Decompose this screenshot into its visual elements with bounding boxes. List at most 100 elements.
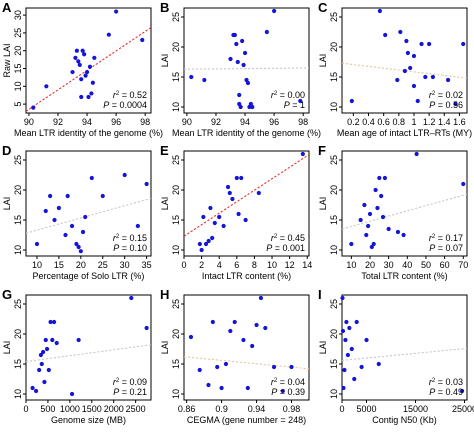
trend-line — [183, 356, 310, 370]
x-tick-label: 6 — [234, 260, 239, 270]
data-point — [92, 55, 97, 60]
y-tick-label: 20 — [329, 42, 339, 52]
x-axis-title: Percentage of Solo LTR (%) — [33, 271, 145, 281]
data-point — [358, 217, 363, 223]
data-point — [362, 202, 367, 208]
data-point — [37, 367, 42, 373]
y-tick-label: 15 — [13, 64, 23, 74]
data-point — [38, 352, 44, 358]
trend-line — [183, 154, 310, 237]
data-point — [48, 193, 53, 199]
data-point — [411, 83, 417, 89]
panel-label: A — [2, 0, 12, 15]
panel-e: E 0 2 4 6 8 10 12 14 10 15 20 25 Intact LTR content (… — [160, 143, 312, 281]
data-point — [401, 232, 406, 238]
data-point — [46, 367, 51, 373]
data-point — [199, 247, 204, 253]
plot-frame — [25, 294, 152, 401]
data-point — [76, 244, 81, 250]
x-axis-title: Intact LTR content (%) — [202, 271, 291, 281]
data-point — [280, 388, 285, 394]
data-point — [250, 104, 255, 110]
x-tick-label: 0.4 — [362, 117, 375, 127]
data-point — [264, 29, 269, 35]
x-tick-label: 2500 — [126, 404, 146, 414]
data-point — [250, 343, 255, 349]
plot-frame — [341, 294, 468, 401]
r-squared-text: r2 = 0.17 — [429, 233, 463, 243]
data-point — [343, 337, 348, 343]
x-tick-label: 0.9 — [215, 404, 228, 414]
data-point — [140, 37, 145, 43]
plot-frame — [25, 150, 152, 257]
y-tick-label: 10 — [329, 389, 339, 399]
panel-g: G 0 500 1000 1500 2000 2500 10 15 20 25 Genome size… — [2, 287, 152, 425]
trend-line — [25, 344, 152, 363]
y-tick-label: 5 — [13, 102, 23, 107]
data-point — [371, 241, 376, 247]
data-point — [423, 74, 428, 80]
x-axis-title: Contig N50 (Kb) — [372, 415, 437, 425]
x-tick-label: 8 — [252, 260, 257, 270]
trend-line — [341, 347, 468, 361]
data-point — [206, 238, 211, 244]
data-point — [289, 364, 294, 370]
data-point — [43, 337, 48, 343]
y-tick-label: 25 — [329, 299, 339, 309]
data-point — [349, 241, 354, 247]
data-point — [52, 217, 57, 223]
data-point — [232, 319, 237, 325]
p-value-text: P = 0.49 — [429, 387, 463, 397]
panel-b: B 90 92 94 96 98 10 15 20 25 Mean LTR identity of … — [160, 0, 321, 138]
data-point — [73, 55, 78, 60]
y-tick-label: 25 — [13, 299, 23, 309]
x-tick-label: 25 — [98, 260, 108, 270]
data-point — [48, 319, 53, 325]
data-point — [44, 346, 50, 352]
y-tick-label: 25 — [329, 155, 339, 165]
x-tick-label: 10 — [267, 260, 277, 270]
data-point — [237, 92, 242, 98]
x-tick-label: 500 — [40, 404, 55, 414]
data-point — [219, 385, 224, 391]
y-tick-label: 15 — [171, 359, 181, 369]
x-tick-label: 94 — [82, 117, 92, 127]
data-point — [106, 32, 111, 37]
x-tick-label: 98 — [140, 117, 150, 127]
y-tick-label: 15 — [13, 215, 23, 225]
plot-frame — [341, 7, 468, 114]
data-point — [341, 385, 346, 391]
data-point — [217, 214, 222, 220]
data-point — [189, 74, 194, 80]
data-point — [188, 334, 194, 340]
x-tick-label: 94 — [240, 117, 250, 127]
data-point — [51, 319, 57, 325]
data-point — [77, 62, 82, 68]
data-point — [430, 74, 436, 80]
y-tick-label: 20 — [171, 185, 181, 195]
data-point — [241, 62, 246, 68]
data-point — [405, 50, 411, 56]
data-point — [80, 229, 86, 235]
x-tick-label: 1000 — [60, 404, 80, 414]
y-tick-label: 30 — [13, 10, 23, 20]
x-tick-label: 40 — [402, 260, 412, 270]
p-value-text: P = 1 — [284, 100, 305, 110]
plot-frame — [183, 150, 310, 257]
data-point — [300, 151, 305, 157]
data-point — [69, 223, 75, 229]
data-point — [227, 190, 232, 196]
x-tick-label: 98 — [298, 117, 308, 127]
y-tick-label: 10 — [13, 245, 23, 255]
data-point — [34, 241, 40, 247]
y-tick-label: 25 — [171, 299, 181, 309]
data-point — [344, 319, 349, 325]
y-axis-title: LAI — [160, 197, 170, 211]
panel-label: H — [160, 287, 169, 302]
data-point — [263, 325, 268, 331]
data-point — [135, 223, 140, 229]
r-squared-text: r2 = 0.03 — [429, 377, 463, 387]
x-tick-label: 50 — [421, 260, 431, 270]
data-point — [415, 98, 420, 104]
data-point — [369, 244, 374, 250]
